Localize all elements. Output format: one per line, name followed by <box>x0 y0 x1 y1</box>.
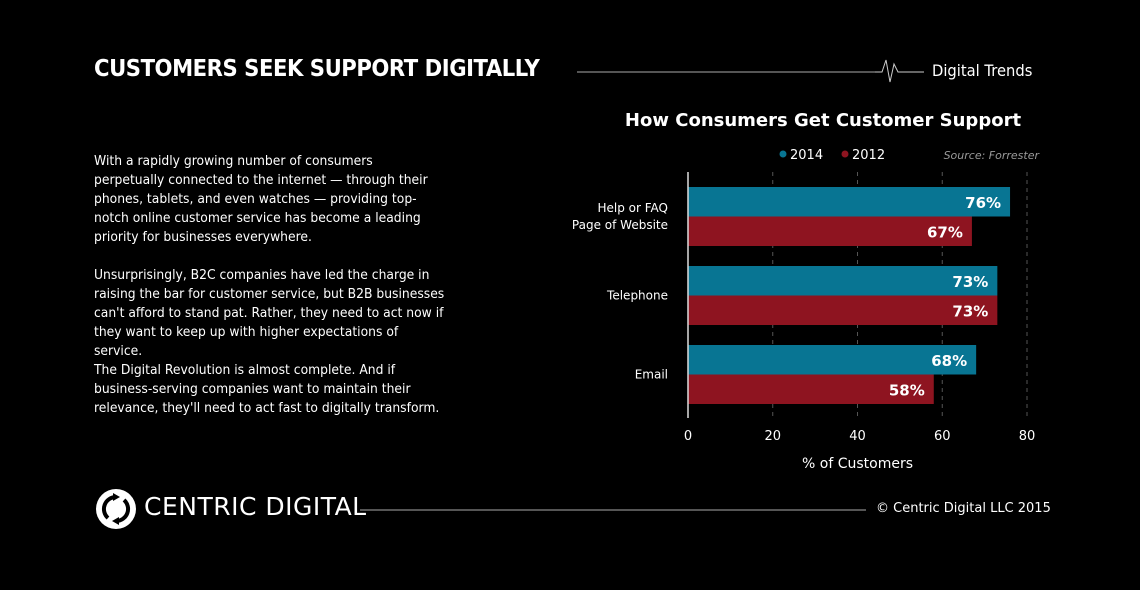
legend-marker <box>841 150 849 158</box>
pulse-icon <box>875 59 924 83</box>
x-axis-label: % of Customers <box>802 456 913 472</box>
bar-2012 <box>688 295 998 325</box>
category-label: Telephone <box>606 289 668 303</box>
data-label: 68% <box>931 352 967 370</box>
bar-2012 <box>688 374 934 404</box>
data-label: 73% <box>952 273 988 291</box>
bar-2014 <box>688 187 1011 217</box>
legend-marker <box>779 150 787 158</box>
category-label: Help or FAQ <box>597 201 668 215</box>
page-title: CUSTOMERS SEEK SUPPORT DIGITALLY <box>94 56 540 82</box>
data-label: 76% <box>965 194 1001 212</box>
centric-logo-icon <box>96 489 136 529</box>
bar-2014 <box>688 345 977 375</box>
paragraph: With a rapidly growing number of consume… <box>94 154 428 245</box>
data-label: 73% <box>952 303 988 321</box>
source-note: Source: Forrester <box>944 149 1041 162</box>
x-tick-label: 80 <box>1019 429 1036 444</box>
brand-name: CENTRIC DIGITAL <box>144 492 367 521</box>
legend-label: 2012 <box>852 148 885 163</box>
paragraph: The Digital Revolution is almost complet… <box>94 363 440 416</box>
chart-title: How Consumers Get Customer Support <box>624 110 1022 131</box>
bar-2014 <box>688 266 998 296</box>
x-tick-label: 0 <box>684 429 692 444</box>
x-tick-label: 40 <box>849 429 866 444</box>
body-text: With a rapidly growing number of consume… <box>94 152 446 437</box>
data-label: 58% <box>889 382 925 400</box>
bar-2012 <box>688 216 972 246</box>
category-label: Email <box>635 368 668 382</box>
x-tick-label: 60 <box>934 429 951 444</box>
legend-label: 2014 <box>790 148 823 163</box>
section-label: Digital Trends <box>932 61 1033 80</box>
category-label: Page of Website <box>572 218 668 232</box>
copyright: © Centric Digital LLC 2015 <box>876 501 1051 516</box>
paragraph: Unsurprisingly, B2C companies have led t… <box>94 268 445 359</box>
data-label: 67% <box>927 224 963 242</box>
x-tick-label: 20 <box>764 429 781 444</box>
